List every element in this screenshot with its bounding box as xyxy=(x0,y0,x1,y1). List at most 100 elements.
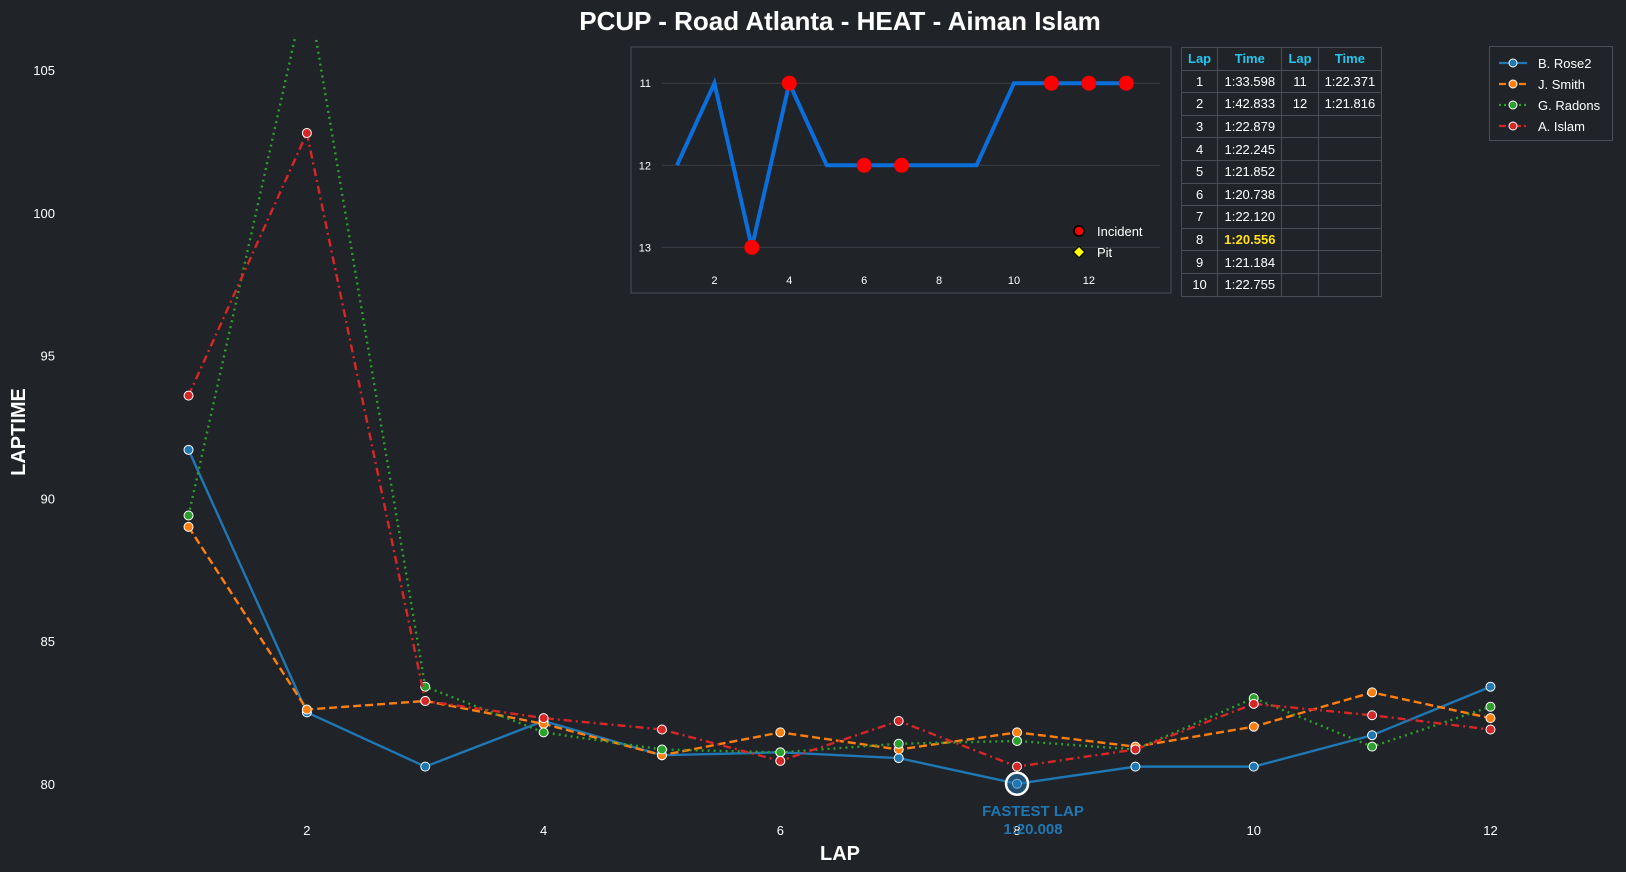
lap-time-cell: 1:22.755 xyxy=(1217,272,1283,297)
pit-legend-marker xyxy=(1072,245,1086,259)
inset-x-tick-label: 12 xyxy=(1083,275,1095,287)
lap-time-cell xyxy=(1317,159,1383,184)
incident-marker xyxy=(781,75,797,91)
incident-marker xyxy=(1081,75,1097,91)
data-point xyxy=(183,521,194,532)
lap-number-cell: 5 xyxy=(1180,159,1219,184)
table-row: 6 1:20.738 xyxy=(1180,182,1383,207)
data-point xyxy=(893,715,904,726)
incident-marker xyxy=(894,157,910,173)
header-lap: Lap xyxy=(1180,47,1219,71)
incident-marker xyxy=(856,157,872,173)
lap-time-cell xyxy=(1317,250,1383,274)
y-tick-label: 90 xyxy=(41,491,55,506)
lap-number-cell xyxy=(1281,250,1319,274)
table-row: 10 1:22.755 xyxy=(1180,272,1383,297)
data-point xyxy=(420,695,431,706)
table-header-row: Lap Time Lap Time xyxy=(1180,47,1383,71)
inset-legend: Incident Pit xyxy=(1072,224,1143,260)
incident-legend-label: Incident xyxy=(1097,224,1143,239)
data-point xyxy=(1248,698,1259,709)
lap-number-cell xyxy=(1281,182,1319,207)
x-tick-label: 6 xyxy=(777,823,784,838)
inset-x-tick-label: 4 xyxy=(786,275,792,287)
table-row: 3 1:22.879 xyxy=(1180,114,1383,139)
lap-number-cell: 10 xyxy=(1180,272,1219,297)
table-row: 5 1:21.852 xyxy=(1180,159,1383,184)
data-point xyxy=(1367,687,1378,698)
series-line xyxy=(187,36,1491,754)
lap-time-cell: 1:22.879 xyxy=(1217,114,1283,139)
incident-marker xyxy=(1043,75,1059,91)
table-row: 4 1:22.245 xyxy=(1180,137,1383,161)
fastest-lap-time: 1:20.008 xyxy=(1003,821,1062,838)
data-point xyxy=(1012,735,1023,746)
inset-x-tick-label: 2 xyxy=(711,275,717,287)
data-point xyxy=(1367,730,1378,741)
table-row: 9 1:21.184 xyxy=(1180,250,1383,274)
lap-number-cell: 12 xyxy=(1281,92,1319,116)
incident-marker xyxy=(1118,75,1134,91)
data-point xyxy=(1485,701,1496,712)
inset-x-tick-label: 8 xyxy=(936,275,942,287)
data-point xyxy=(1248,721,1259,732)
legend-item: B. Rose2 xyxy=(1498,53,1591,73)
inset-y-tick-label: 13 xyxy=(639,242,651,254)
legend-item: J. Smith xyxy=(1498,74,1585,94)
lap-number-cell xyxy=(1281,114,1319,139)
data-point xyxy=(301,704,312,715)
lap-time-cell xyxy=(1317,227,1383,252)
data-point xyxy=(1130,744,1141,755)
table-row: 2 1:42.833 12 1:21.816 xyxy=(1180,92,1383,116)
lap-time-cell: 1:21.852 xyxy=(1217,159,1283,184)
y-tick-label: 95 xyxy=(41,349,55,364)
header-time: Time xyxy=(1317,47,1383,71)
data-point xyxy=(183,444,194,455)
pit-legend-label: Pit xyxy=(1097,245,1113,260)
chart-title: PCUP - Road Atlanta - HEAT - Aiman Islam xyxy=(579,6,1101,36)
incident-marker xyxy=(744,239,760,255)
position-inset-chart: 11 12 13 2 4 6 8 10 12 Incident Pit xyxy=(630,46,1172,294)
data-point xyxy=(1248,761,1259,772)
x-tick-label: 4 xyxy=(540,823,547,838)
inset-x-tick-label: 6 xyxy=(861,275,867,287)
lap-number-cell: 2 xyxy=(1180,92,1219,116)
incident-legend-marker xyxy=(1073,225,1085,237)
legend-label: J. Smith xyxy=(1538,76,1585,92)
main-legend: B. Rose2 J. Smith G. Radons A. Islam xyxy=(1489,46,1613,141)
data-point xyxy=(775,727,786,738)
x-tick-label: 10 xyxy=(1247,823,1261,838)
lap-time-cell: 1:22.371 xyxy=(1317,69,1383,94)
x-tick-label: 2 xyxy=(303,823,310,838)
lap-times-table: Lap Time Lap Time 1 1:33.598 11 1:22.371 2 1:… xyxy=(1180,47,1383,297)
data-point xyxy=(420,761,431,772)
data-point xyxy=(775,747,786,758)
lap-time-cell xyxy=(1317,205,1383,229)
lap-number-cell xyxy=(1281,137,1319,161)
lap-number-cell: 8 xyxy=(1180,227,1219,252)
legend-item: A. Islam xyxy=(1498,116,1585,136)
header-time: Time xyxy=(1217,47,1283,71)
inset-y-tick-label: 11 xyxy=(640,78,651,90)
data-point xyxy=(656,724,667,735)
lap-number-cell xyxy=(1281,205,1319,229)
y-tick-label: 100 xyxy=(33,206,55,221)
x-tick-label: 8 xyxy=(1013,823,1020,838)
legend-label: B. Rose2 xyxy=(1538,55,1592,71)
lap-number-cell xyxy=(1281,227,1319,252)
data-point xyxy=(1485,724,1496,735)
lap-number-cell: 7 xyxy=(1180,205,1219,229)
data-point xyxy=(183,510,194,521)
lap-number-cell: 6 xyxy=(1180,182,1219,207)
series-line xyxy=(187,526,1491,757)
data-point xyxy=(1130,761,1141,772)
x-tick-label: 12 xyxy=(1483,823,1497,838)
lap-time-cell: 1:33.598 xyxy=(1217,69,1283,94)
data-point xyxy=(656,744,667,755)
data-point xyxy=(1367,741,1378,752)
lap-time-cell xyxy=(1317,114,1383,139)
lap-time-cell: 1:21.184 xyxy=(1217,250,1283,274)
lap-time-cell: 1:21.816 xyxy=(1317,92,1383,116)
data-point xyxy=(1012,761,1023,772)
